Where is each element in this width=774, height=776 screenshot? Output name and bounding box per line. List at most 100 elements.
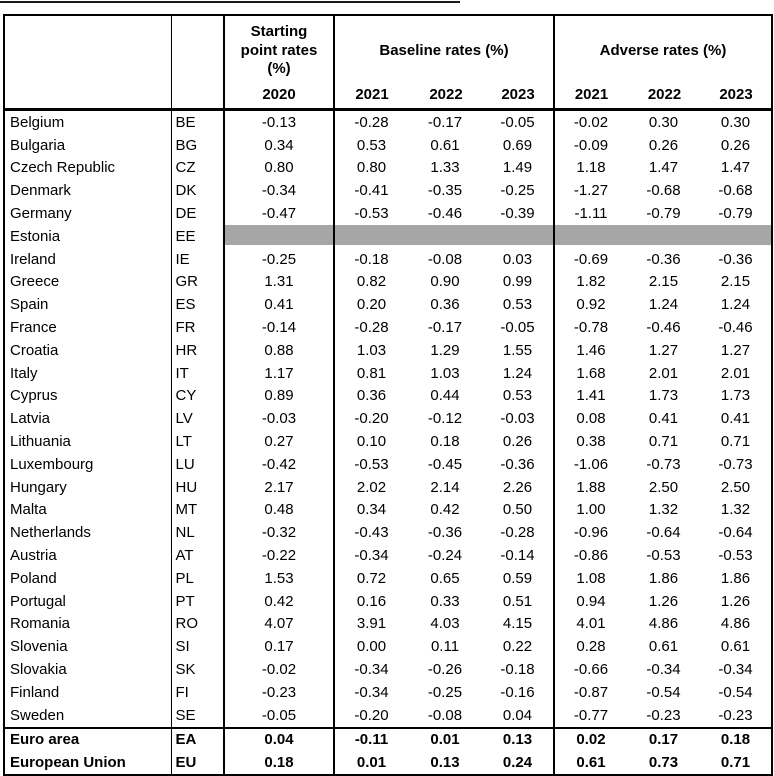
country-code-cell: EE (171, 224, 225, 248)
rate-value-cell: 4.86 (648, 615, 679, 633)
rate-value-cell: 1.17 (224, 361, 335, 385)
rate-value-cell: 0.71 (720, 754, 751, 772)
rate-value-cell (334, 224, 408, 248)
country-code-cell: AT (171, 544, 225, 567)
rate-value-cell: 0.61 (648, 638, 679, 656)
rate-value-cell: -0.79 (718, 205, 753, 223)
adverse-rates-label: Adverse rates (%) (599, 41, 727, 59)
country-code-cell: IE (171, 247, 225, 271)
rate-value-cell: -0.25 (482, 179, 555, 203)
rate-value-cell: 1.33 (430, 159, 460, 177)
table-row: Belgium BE -0.13 -0.28 -0.17 -0.05 -0.02 0.30 0.… (4, 109, 772, 134)
table-row: Lithuania LT 0.27 0.10 0.18 0.26 0.38 0.71 0.71 (4, 430, 772, 453)
rate-value-cell: -0.03 (224, 407, 335, 431)
rate-value-cell: 1.29 (430, 341, 460, 359)
rate-value-cell: 1.73 (720, 387, 751, 405)
rate-value-cell: 2.01 (648, 364, 679, 382)
country-cell: Austria (4, 544, 172, 567)
rate-value-cell: 0.90 (430, 273, 460, 291)
country-code-cell: EU (171, 751, 225, 776)
rate-value-cell: 0.72 (356, 569, 387, 587)
rate-value-cell: 4.15 (482, 612, 555, 636)
rate-value-cell: 0.41 (720, 410, 751, 428)
rate-value-cell (554, 224, 627, 248)
rate-value-cell: 1.03 (430, 364, 460, 382)
rate-value-cell: 1.24 (482, 361, 555, 385)
table-row: Slovenia SI 0.17 0.00 0.11 0.22 0.28 0.61 0.61 (4, 635, 772, 659)
country-cell: Luxembourg (4, 452, 172, 476)
rate-value-cell: -0.34 (718, 661, 753, 679)
country-cell: Malta (4, 498, 172, 522)
rate-value-cell: -0.41 (354, 182, 389, 200)
rate-value-cell: -0.05 (482, 316, 555, 339)
country-code-cell: IT (171, 361, 225, 385)
rate-value-cell: 0.26 (482, 430, 555, 453)
rate-value-cell: -0.23 (224, 680, 335, 704)
table-row: Bulgaria BG 0.34 0.53 0.61 0.69 -0.09 0.26 0.26 (4, 133, 772, 157)
rate-value-cell: -0.23 (718, 706, 753, 724)
rate-value-cell: 2.50 (648, 478, 679, 496)
rate-value-cell: 0.16 (356, 592, 387, 610)
rate-value-cell: -1.11 (574, 205, 608, 223)
rate-value-cell: 4.07 (224, 612, 335, 636)
rate-value-cell: 0.92 (576, 296, 606, 314)
rate-value-cell: -0.45 (427, 455, 463, 473)
country-cell: Estonia (4, 224, 172, 248)
rate-value-cell: 0.80 (356, 159, 387, 177)
country-cell: Hungary (4, 475, 172, 499)
rate-value-cell: 2.15 (648, 273, 679, 291)
rate-value-cell: -0.22 (224, 544, 335, 567)
rate-value-cell: 1.46 (576, 341, 606, 359)
rate-value-cell: -0.53 (354, 455, 389, 473)
rate-value-cell (408, 224, 482, 248)
rate-value-cell: 0.71 (720, 433, 751, 451)
rate-value-cell: -0.96 (573, 524, 609, 542)
country-code-cell: SE (171, 703, 225, 728)
rate-value-cell: -0.34 (354, 661, 389, 679)
rate-value-cell: 1.24 (720, 296, 751, 314)
rate-value-cell: -0.46 (646, 319, 681, 337)
rate-value-cell: 0.81 (356, 364, 387, 382)
rate-value-cell: -0.05 (482, 109, 555, 134)
rate-value-cell: 1.73 (648, 387, 679, 405)
table-row: Czech Republic CZ 0.80 0.80 1.33 1.49 1.18 1.47… (4, 156, 772, 180)
country-cell: Cyprus (4, 384, 172, 408)
rate-value-cell: 0.69 (482, 133, 555, 157)
rate-value-cell: -0.13 (224, 109, 335, 134)
country-code-cell: MT (171, 498, 225, 522)
header-adverse-group: Adverse rates (%) 2021 2022 2023 (554, 15, 772, 110)
rate-value-cell: -0.36 (646, 250, 681, 268)
rate-value-cell: 0.18 (720, 731, 751, 749)
country-code-cell: SK (171, 658, 225, 681)
rate-value-cell: 0.26 (648, 136, 679, 154)
rate-value-cell: -0.35 (427, 182, 463, 200)
country-code-cell: NL (171, 521, 225, 545)
rate-value-cell: 0.04 (224, 727, 335, 752)
country-code-cell: GR (171, 270, 225, 294)
table-row: Slovakia SK -0.02 -0.34 -0.26 -0.18 -0.66 -0.34… (4, 658, 772, 681)
starting-point-label: Starting point rates (%) (240, 22, 318, 78)
table-row: Portugal PT 0.42 0.16 0.33 0.51 0.94 1.26 1.26 (4, 589, 772, 613)
rate-value-cell: -0.54 (718, 683, 753, 701)
country-code-cell: LV (171, 407, 225, 431)
rate-value-cell: 0.24 (482, 751, 555, 776)
rates-table-header: Starting point rates (%) 2020 Baseline r… (4, 15, 772, 110)
rate-value-cell: -0.28 (354, 319, 389, 337)
rate-value-cell: 1.82 (576, 273, 606, 291)
header-country-cell (4, 15, 172, 110)
rate-value-cell: -0.66 (573, 661, 609, 679)
rate-value-cell: -0.73 (718, 455, 753, 473)
rate-value-cell: -0.17 (427, 319, 463, 337)
table-row: Finland FI -0.23 -0.34 -0.25 -0.16 -0.87 -0.54 -… (4, 680, 772, 704)
rate-value-cell: 0.99 (482, 270, 555, 294)
rate-value-cell: -0.68 (646, 182, 681, 200)
rate-value-cell: -0.73 (646, 455, 681, 473)
country-code-cell: ES (171, 293, 225, 317)
rate-value-cell: -0.54 (646, 683, 681, 701)
rate-value-cell: -0.78 (573, 319, 609, 337)
rate-value-cell: 0.53 (356, 136, 387, 154)
rate-value-cell: -0.03 (482, 407, 555, 431)
rate-value-cell: 1.08 (576, 569, 606, 587)
rate-value-cell: -0.43 (354, 524, 389, 542)
